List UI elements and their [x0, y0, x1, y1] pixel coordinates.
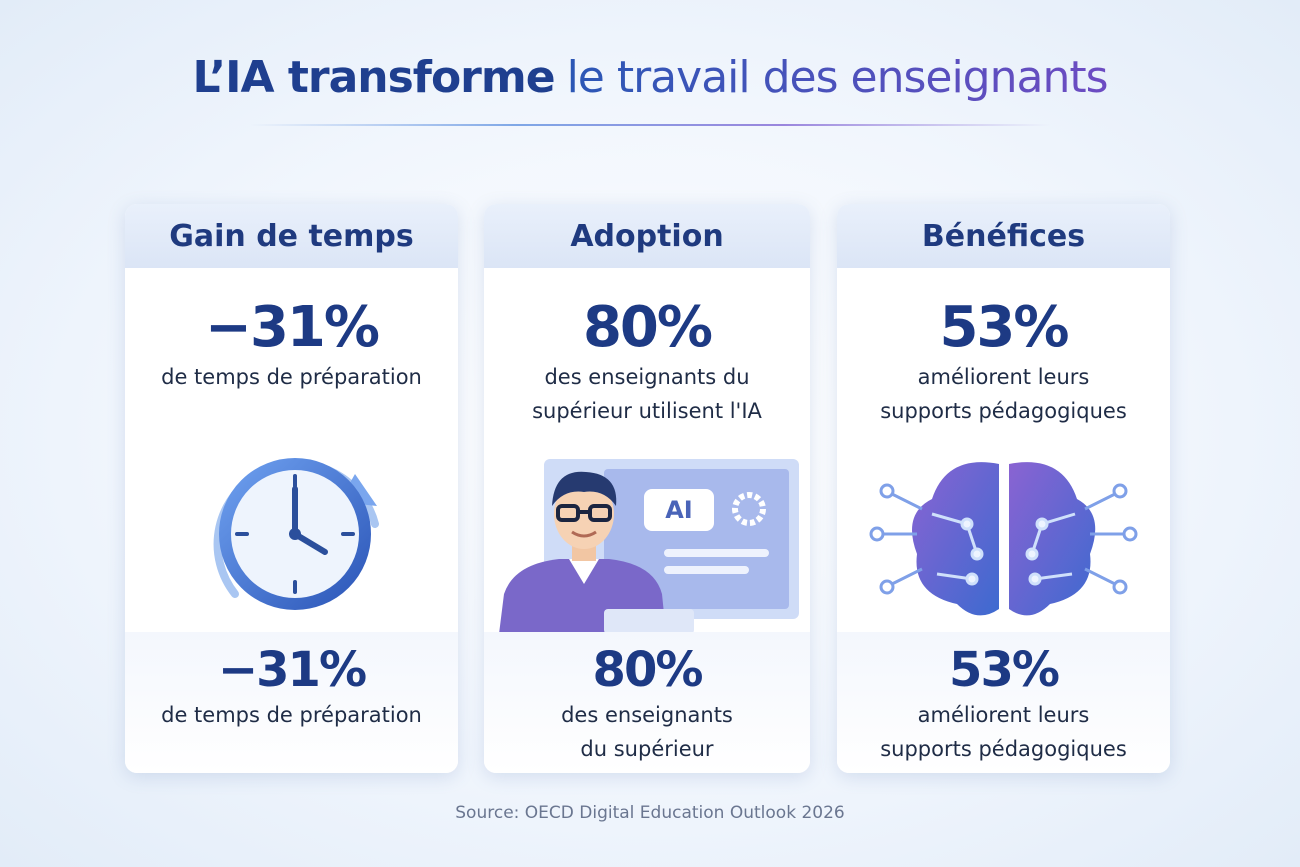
title-bold: L’IA transforme [192, 52, 555, 103]
card-header: Bénéfices [837, 204, 1170, 268]
bottom-description: de temps de préparation [161, 703, 422, 727]
description: supérieur utilisent l'IA [532, 399, 762, 423]
description: améliorent leurs [917, 365, 1090, 389]
bottom-description: des enseignants [561, 703, 733, 727]
title: L’IA transforme le travail des enseignant… [0, 52, 1300, 103]
description: de temps de préparation [161, 365, 422, 389]
bottom-stat: 53% [949, 642, 1060, 698]
card: Adoption 80% des enseignants du supérieur u… [484, 204, 810, 773]
stat: 53% [939, 295, 1069, 360]
description: des enseignants du [544, 365, 750, 389]
bottom-description: du supérieur [580, 737, 714, 761]
bottom-stat: 80% [592, 642, 704, 698]
brain-icon [869, 462, 1138, 616]
stat: 80% [582, 295, 713, 360]
card-header: Adoption [484, 204, 810, 268]
screen-label: AI [665, 496, 693, 524]
bottom-description: supports pédagogiques [880, 737, 1127, 761]
bottom-description: améliorent leurs [917, 703, 1090, 727]
source: Source: OECD Digital Education Outlook 2… [455, 803, 845, 823]
title-rule [250, 124, 1050, 126]
description: supports pédagogiques [880, 399, 1127, 423]
title-rest: le travail des enseignants [566, 52, 1109, 103]
card: Bénéfices 53% améliorent leurs supports péd… [837, 204, 1170, 773]
lower-section: −31% de temps de préparation [125, 632, 458, 773]
stat: −31% [205, 295, 380, 360]
card-header: Gain de temps [125, 204, 458, 268]
teacher-icon: AI [499, 459, 799, 634]
bottom-stat: −31% [217, 642, 367, 698]
lower-section: 80% des enseignants du supérieur [484, 632, 810, 773]
card: Gain de temps −31% de temps de préparation… [125, 204, 458, 773]
lower-section: 53% améliorent leurs supports pédagogiques [837, 632, 1170, 773]
clock-icon [213, 458, 379, 610]
